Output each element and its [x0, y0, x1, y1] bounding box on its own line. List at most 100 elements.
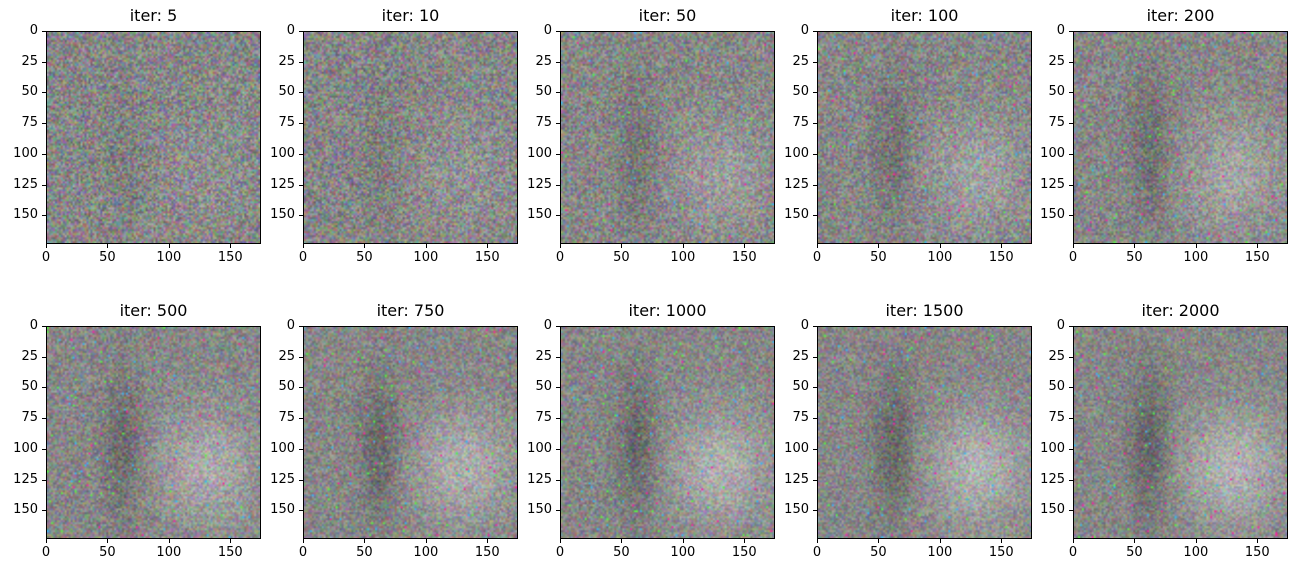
x-tick-mark	[817, 539, 818, 543]
x-tick-mark	[878, 244, 880, 248]
noise-canvas	[818, 327, 1031, 538]
x-tick-mark	[560, 244, 561, 248]
y-tick-label: 125	[13, 176, 38, 192]
y-tick-label: 0	[29, 318, 38, 333]
x-tick-label: 150	[988, 250, 1014, 265]
y-tick-mark	[556, 123, 560, 125]
y-tick-mark	[556, 184, 560, 186]
x-tick-label: 50	[356, 545, 373, 560]
y-tick-mark	[556, 31, 560, 32]
y-tick-mark	[299, 123, 303, 125]
y-tick-label: 100	[784, 145, 809, 161]
reconstruction-image	[303, 31, 518, 244]
reconstruction-image	[46, 31, 261, 244]
y-tick-mark	[299, 510, 303, 512]
x-tick-label: 150	[217, 250, 243, 265]
panel-title: iter: 200	[1146, 6, 1215, 25]
y-tick-mark	[556, 448, 560, 450]
x-tick-mark	[425, 539, 427, 543]
noise-canvas	[1074, 32, 1287, 243]
x-tick-mark	[303, 244, 304, 248]
y-tick-label: 0	[286, 318, 295, 333]
y-tick-label: 100	[270, 440, 295, 456]
panel-title: iter: 5	[129, 6, 178, 25]
x-tick-label: 0	[41, 545, 51, 560]
y-tick-mark	[42, 479, 46, 481]
x-tick-label: 0	[1068, 250, 1078, 265]
y-tick-label: 25	[535, 348, 552, 364]
x-tick-mark	[46, 539, 47, 543]
y-tick-label: 150	[784, 502, 809, 518]
x-tick-label: 100	[156, 250, 182, 265]
y-tick-label: 50	[535, 379, 552, 395]
y-tick-mark	[1069, 510, 1073, 512]
y-tick-label: 75	[1048, 410, 1065, 426]
y-tick-label: 50	[278, 379, 295, 395]
x-tick-label: 50	[99, 545, 116, 560]
y-tick-mark	[1069, 184, 1073, 186]
y-tick-mark	[299, 479, 303, 481]
x-tick-mark	[621, 244, 623, 248]
noise-canvas	[304, 327, 517, 538]
x-tick-mark	[1001, 244, 1003, 248]
y-tick-mark	[813, 387, 817, 389]
x-tick-label: 100	[1183, 545, 1209, 560]
y-tick-label: 100	[13, 145, 38, 161]
noise-canvas	[1074, 327, 1287, 538]
y-tick-label: 0	[543, 23, 552, 38]
x-tick-label: 0	[812, 250, 822, 265]
x-tick-mark	[168, 244, 170, 248]
x-tick-mark	[1134, 244, 1136, 248]
reconstruction-image	[560, 326, 775, 539]
x-tick-label: 50	[1126, 545, 1143, 560]
y-tick-mark	[556, 61, 560, 63]
x-tick-label: 150	[988, 545, 1014, 560]
panel-title: iter: 100	[890, 6, 959, 25]
x-tick-mark	[364, 539, 366, 543]
y-tick-mark	[813, 31, 817, 32]
y-tick-label: 100	[527, 145, 552, 161]
y-tick-mark	[813, 479, 817, 481]
x-tick-label: 100	[927, 250, 953, 265]
y-tick-mark	[299, 326, 303, 327]
y-tick-label: 100	[270, 145, 295, 161]
y-tick-mark	[813, 153, 817, 155]
y-tick-label: 150	[527, 207, 552, 223]
x-tick-mark	[817, 244, 818, 248]
x-tick-mark	[1001, 539, 1003, 543]
x-tick-label: 100	[1183, 250, 1209, 265]
y-tick-mark	[1069, 448, 1073, 450]
y-tick-mark	[1069, 479, 1073, 481]
y-tick-mark	[1069, 123, 1073, 125]
noise-canvas	[47, 327, 260, 538]
y-tick-label: 75	[792, 115, 809, 131]
y-tick-label: 150	[270, 207, 295, 223]
y-tick-label: 125	[527, 471, 552, 487]
x-tick-label: 0	[812, 545, 822, 560]
y-tick-mark	[556, 418, 560, 420]
y-tick-mark	[556, 215, 560, 217]
y-tick-label: 50	[535, 84, 552, 100]
y-tick-mark	[813, 184, 817, 186]
y-tick-label: 0	[800, 318, 809, 333]
y-tick-label: 100	[13, 440, 38, 456]
panel-title: iter: 750	[376, 301, 445, 320]
y-tick-label: 150	[1040, 207, 1065, 223]
reconstruction-image	[817, 326, 1032, 539]
y-tick-label: 50	[278, 84, 295, 100]
y-tick-mark	[42, 92, 46, 94]
panel-title: iter: 2000	[1141, 301, 1220, 320]
panel-title: iter: 500	[119, 301, 188, 320]
y-tick-label: 0	[543, 318, 552, 333]
x-tick-label: 100	[413, 545, 439, 560]
y-tick-mark	[42, 153, 46, 155]
y-tick-label: 0	[286, 23, 295, 38]
y-tick-label: 75	[21, 410, 38, 426]
y-tick-mark	[1069, 31, 1073, 32]
x-tick-mark	[107, 244, 109, 248]
y-tick-mark	[42, 448, 46, 450]
y-tick-mark	[42, 510, 46, 512]
y-tick-mark	[42, 387, 46, 389]
y-tick-label: 0	[1056, 23, 1065, 38]
x-tick-mark	[1257, 244, 1259, 248]
